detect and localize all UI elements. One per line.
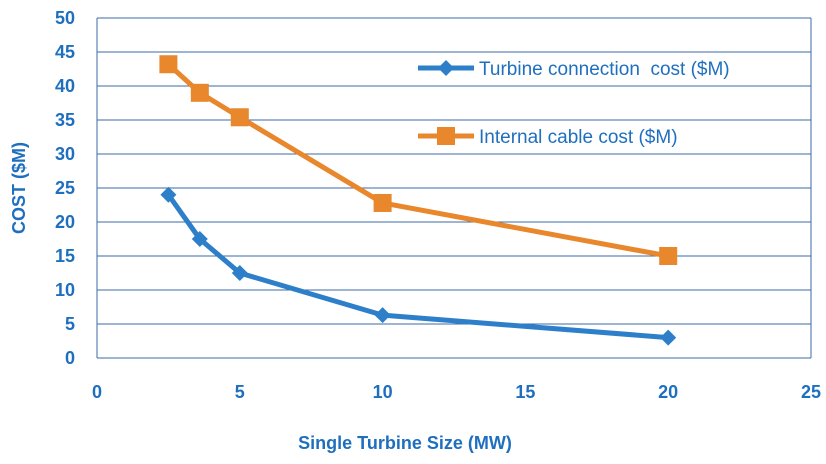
series-layer xyxy=(159,55,678,346)
x-axis-title: Single Turbine Size (MW) xyxy=(298,433,512,453)
y-tick-label: 20 xyxy=(55,212,75,232)
y-tick-label: 30 xyxy=(55,144,75,164)
x-tick-label: 15 xyxy=(515,382,535,402)
data-point xyxy=(373,193,392,212)
x-tick-label: 20 xyxy=(658,382,678,402)
y-tick-label: 45 xyxy=(55,42,75,62)
y-tick-label: 0 xyxy=(65,348,75,368)
series-line xyxy=(165,61,671,259)
y-tick-label: 50 xyxy=(55,8,75,28)
legend-marker xyxy=(438,60,454,76)
axis-layer: 0 5 10 15 20 25 30 35 40 45 50 0 5 10 15 20 25 xyxy=(55,8,821,402)
legend: Turbine connection cost ($M) Internal cab… xyxy=(418,59,730,148)
data-point xyxy=(159,55,178,74)
y-tick-label: 25 xyxy=(55,178,75,198)
data-point xyxy=(191,231,208,247)
data-point xyxy=(190,83,209,102)
x-tick-label: 5 xyxy=(235,382,245,402)
data-point xyxy=(659,247,678,265)
y-tick-label: 40 xyxy=(55,76,75,96)
y-tick-label: 15 xyxy=(55,246,75,266)
y-tick-label: 5 xyxy=(65,314,75,334)
data-point xyxy=(374,307,391,324)
data-point xyxy=(231,265,248,281)
legend-marker xyxy=(437,127,455,145)
y-axis-title: COST ($M) xyxy=(9,142,29,234)
y-tick-label: 35 xyxy=(55,110,75,130)
data-point xyxy=(660,329,677,346)
data-point xyxy=(230,108,249,127)
legend-label: Turbine connection cost ($M) xyxy=(479,59,730,80)
series-line xyxy=(165,192,671,341)
x-tick-label: 10 xyxy=(373,382,393,402)
data-point xyxy=(160,186,177,203)
legend-label: Internal cable cost ($M) xyxy=(479,127,678,148)
x-tick-label: 0 xyxy=(92,382,102,402)
y-tick-label: 10 xyxy=(55,280,75,300)
x-tick-label: 25 xyxy=(801,382,821,402)
